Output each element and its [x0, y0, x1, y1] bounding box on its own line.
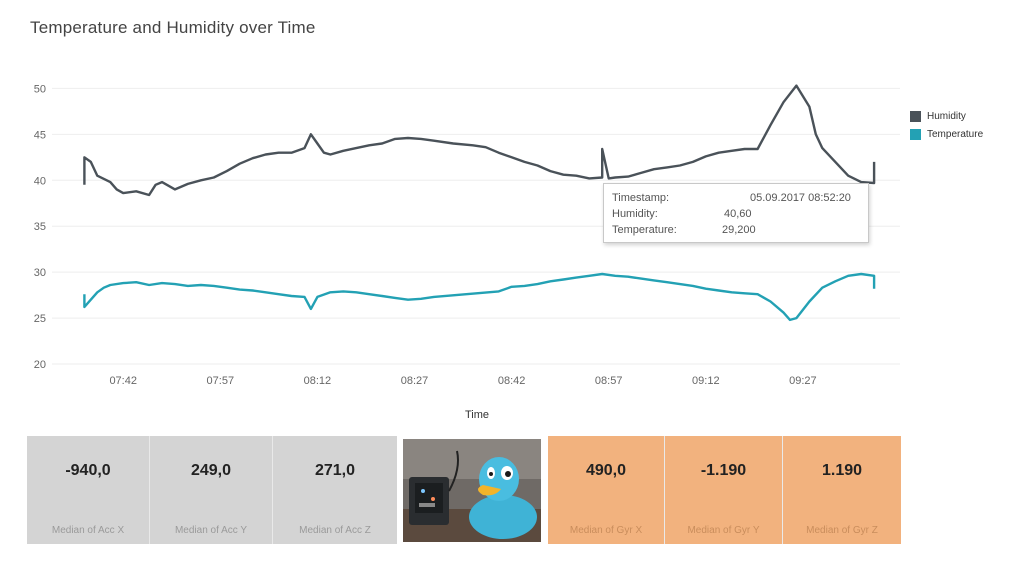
tooltip-key: Temperature:	[612, 224, 677, 236]
x-tick-label: 08:57	[595, 375, 623, 387]
kpi-gyr-z[interactable]: 1.190 Median of Gyr Z	[783, 436, 901, 544]
tooltip-value: 40,60	[724, 208, 752, 220]
x-tick-label: 07:42	[109, 375, 137, 387]
accelerometer-panel: -940,0 Median of Acc X 249,0 Median of A…	[27, 436, 397, 544]
kpi-label: Median of Acc Y	[174, 525, 248, 536]
x-tick-label: 09:12	[692, 375, 720, 387]
tooltip-value: 29,200	[722, 224, 756, 236]
kpi-acc-x[interactable]: -940,0 Median of Acc X	[27, 436, 150, 544]
kpi-label: Median of Acc Z	[299, 525, 371, 536]
x-tick-label: 08:12	[304, 375, 332, 387]
y-tick-label: 20	[34, 359, 46, 371]
kpi-label: Median of Acc X	[51, 525, 125, 536]
kpi-value: 249,0	[190, 462, 232, 479]
line-chart: 20 25 30 35 40 45 50 07:42 07:57 08:12 08:27 08:42…	[34, 83, 900, 421]
kpi-value: 490,0	[585, 462, 627, 479]
x-tick-label: 08:42	[498, 375, 526, 387]
gyroscope-panel: 490,0 Median of Gyr X -1.190 Median of G…	[548, 436, 901, 544]
kpi-gyr-y[interactable]: -1.190 Median of Gyr Y	[665, 436, 783, 544]
chart-legend: Humidity Temperature	[910, 107, 983, 143]
series-line-humidity[interactable]	[83, 84, 876, 197]
x-axis-label: Time	[465, 409, 489, 421]
x-axis-ticks: 07:42 07:57 08:12 08:27 08:42 08:57 09:12 09:27	[109, 375, 816, 387]
chart-title: Temperature and Humidity over Time	[30, 18, 316, 37]
kpi-acc-z[interactable]: 271,0 Median of Acc Z	[273, 436, 397, 544]
x-tick-label: 07:57	[207, 375, 235, 387]
device-photo	[403, 439, 541, 542]
legend-label-humidity: Humidity	[927, 110, 966, 122]
legend-swatch-humidity	[910, 110, 921, 122]
y-axis-ticks: 20 25 30 35 40 45 50	[34, 83, 46, 371]
kpi-label: Median of Gyr Y	[687, 525, 760, 536]
legend-item-temperature[interactable]: Temperature	[910, 125, 983, 143]
rubber-duck-photo	[403, 439, 541, 542]
kpi-value: -1.190	[700, 462, 747, 479]
kpi-value: -940,0	[65, 462, 111, 479]
series-line-temperature[interactable]	[83, 272, 876, 322]
kpi-label: Median of Gyr X	[569, 525, 643, 536]
y-tick-label: 25	[34, 313, 46, 325]
kpi-acc-y[interactable]: 249,0 Median of Acc Y	[150, 436, 273, 544]
tooltip-value: 05.09.2017 08:52:20	[750, 192, 851, 204]
data-tooltip: Timestamp: 05.09.2017 08:52:20 Humidity:…	[603, 183, 869, 243]
x-tick-label: 08:27	[401, 375, 429, 387]
legend-label-temperature: Temperature	[927, 128, 984, 140]
y-tick-label: 40	[34, 175, 46, 187]
legend-item-humidity[interactable]: Humidity	[910, 107, 983, 125]
legend-swatch-temperature	[910, 128, 921, 140]
kpi-gyr-x[interactable]: 490,0 Median of Gyr X	[548, 436, 665, 544]
y-tick-label: 30	[34, 267, 46, 279]
tooltip-key: Timestamp:	[612, 192, 670, 204]
x-tick-label: 09:27	[789, 375, 817, 387]
kpi-label: Median of Gyr Z	[806, 525, 878, 536]
series-lines	[83, 84, 876, 322]
tooltip-key: Humidity:	[612, 208, 658, 220]
kpi-value: 1.190	[821, 462, 863, 479]
y-tick-label: 50	[34, 83, 46, 95]
y-tick-label: 35	[34, 221, 46, 233]
kpi-value: 271,0	[314, 462, 356, 479]
y-tick-label: 45	[34, 129, 46, 141]
